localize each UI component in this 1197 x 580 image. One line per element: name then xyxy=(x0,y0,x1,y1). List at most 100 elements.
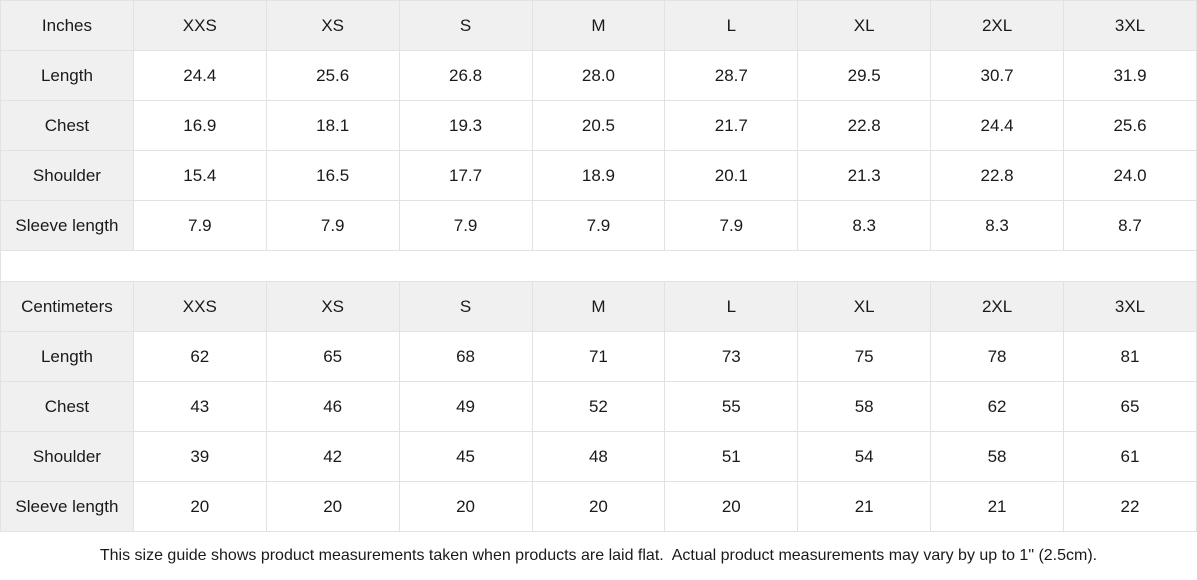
value-cell: 61 xyxy=(1063,431,1197,482)
size-guide-note: This size guide shows product measuremen… xyxy=(99,547,1098,564)
row-label-cell: Length xyxy=(0,50,134,101)
value-cell: 21 xyxy=(930,481,1064,532)
value-cell: 75 xyxy=(797,331,932,382)
size-header-cell: XS xyxy=(265,0,400,51)
value-cell: 20 xyxy=(664,481,799,532)
value-cell: 25.6 xyxy=(265,50,400,101)
value-cell: 25.6 xyxy=(1063,100,1197,151)
value-cell: 68 xyxy=(398,331,533,382)
value-cell: 52 xyxy=(531,381,666,432)
value-cell: 7.9 xyxy=(664,200,799,251)
value-cell: 20.1 xyxy=(664,150,799,201)
value-cell: 58 xyxy=(930,431,1064,482)
size-header-cell: M xyxy=(531,0,666,51)
value-cell: 46 xyxy=(265,381,400,432)
value-cell: 55 xyxy=(664,381,799,432)
value-cell: 71 xyxy=(531,331,666,382)
value-cell: 8.7 xyxy=(1063,200,1197,251)
value-cell: 8.3 xyxy=(930,200,1064,251)
value-cell: 21.3 xyxy=(797,150,932,201)
centimeters-table: Centimeters XXS XS S M L XL 2XL 3XL Length 62 65 68 7… xyxy=(0,281,1197,532)
value-cell: 15.4 xyxy=(132,150,267,201)
value-cell: 73 xyxy=(664,331,799,382)
value-cell: 18.9 xyxy=(531,150,666,201)
value-cell: 8.3 xyxy=(797,200,932,251)
size-header-cell: L xyxy=(664,0,799,51)
value-cell: 7.9 xyxy=(265,200,400,251)
row-label-cell: Sleeve length xyxy=(0,200,134,251)
value-cell: 31.9 xyxy=(1063,50,1197,101)
size-header-cell: 3XL xyxy=(1063,0,1197,51)
row-label-cell: Shoulder xyxy=(0,431,134,482)
size-header-cell: 2XL xyxy=(930,0,1064,51)
value-cell: 81 xyxy=(1063,331,1197,382)
value-cell: 28.7 xyxy=(664,50,799,101)
size-header-cell: S xyxy=(398,281,533,332)
value-cell: 78 xyxy=(930,331,1064,382)
value-cell: 20 xyxy=(265,481,400,532)
value-cell: 65 xyxy=(1063,381,1197,432)
size-header-cell: XS xyxy=(265,281,400,332)
value-cell: 39 xyxy=(132,431,267,482)
measurement-row: Sleeve length 7.9 7.9 7.9 7.9 7.9 8.3 8.3 8.7 xyxy=(0,200,1197,251)
inches-table: Inches XXS XS S M L XL 2XL 3XL Length 24.4 25.6 26.8… xyxy=(0,0,1197,251)
value-cell: 45 xyxy=(398,431,533,482)
value-cell: 42 xyxy=(265,431,400,482)
table-spacer xyxy=(0,251,1197,281)
value-cell: 22.8 xyxy=(930,150,1064,201)
measurement-row: Shoulder 15.4 16.5 17.7 18.9 20.1 21.3 22.8 24.0 xyxy=(0,150,1197,201)
value-cell: 17.7 xyxy=(398,150,533,201)
row-label-cell: Chest xyxy=(0,381,134,432)
measurement-row: Chest 16.9 18.1 19.3 20.5 21.7 22.8 24.4 25.6 xyxy=(0,100,1197,151)
value-cell: 62 xyxy=(930,381,1064,432)
value-cell: 20 xyxy=(531,481,666,532)
row-label-cell: Sleeve length xyxy=(0,481,134,532)
value-cell: 22.8 xyxy=(797,100,932,151)
unit-header-cell: Inches xyxy=(0,0,134,51)
size-header-cell: S xyxy=(398,0,533,51)
value-cell: 20.5 xyxy=(531,100,666,151)
unit-header-cell: Centimeters xyxy=(0,281,134,332)
measurement-row: Chest 43 46 49 52 55 58 62 65 xyxy=(0,381,1197,432)
value-cell: 54 xyxy=(797,431,932,482)
measurement-row: Shoulder 39 42 45 48 51 54 58 61 xyxy=(0,431,1197,482)
measurement-row: Sleeve length 20 20 20 20 20 21 21 22 xyxy=(0,481,1197,532)
value-cell: 43 xyxy=(132,381,267,432)
value-cell: 20 xyxy=(398,481,533,532)
size-header-cell: XL xyxy=(797,281,932,332)
value-cell: 18.1 xyxy=(265,100,400,151)
value-cell: 16.5 xyxy=(265,150,400,201)
value-cell: 51 xyxy=(664,431,799,482)
value-cell: 7.9 xyxy=(132,200,267,251)
size-header-row: Inches XXS XS S M L XL 2XL 3XL xyxy=(0,0,1197,51)
value-cell: 58 xyxy=(797,381,932,432)
size-header-cell: M xyxy=(531,281,666,332)
measurement-row: Length 24.4 25.6 26.8 28.0 28.7 29.5 30.7 31.9 xyxy=(0,50,1197,101)
value-cell: 49 xyxy=(398,381,533,432)
value-cell: 65 xyxy=(265,331,400,382)
measurement-row: Length 62 65 68 71 73 75 78 81 xyxy=(0,331,1197,382)
size-header-cell: XL xyxy=(797,0,932,51)
value-cell: 24.4 xyxy=(930,100,1064,151)
size-header-cell: 2XL xyxy=(930,281,1064,332)
row-label-cell: Shoulder xyxy=(0,150,134,201)
value-cell: 62 xyxy=(132,331,267,382)
value-cell: 30.7 xyxy=(930,50,1064,101)
value-cell: 26.8 xyxy=(398,50,533,101)
value-cell: 20 xyxy=(132,481,267,532)
size-header-cell: XXS xyxy=(132,0,267,51)
value-cell: 29.5 xyxy=(797,50,932,101)
value-cell: 48 xyxy=(531,431,666,482)
size-header-cell: XXS xyxy=(132,281,267,332)
value-cell: 24.0 xyxy=(1063,150,1197,201)
size-guide-footer: This size guide shows product measuremen… xyxy=(0,532,1197,580)
value-cell: 21.7 xyxy=(664,100,799,151)
value-cell: 19.3 xyxy=(398,100,533,151)
row-label-cell: Length xyxy=(0,331,134,382)
size-header-cell: L xyxy=(664,281,799,332)
value-cell: 7.9 xyxy=(531,200,666,251)
value-cell: 21 xyxy=(797,481,932,532)
value-cell: 22 xyxy=(1063,481,1197,532)
value-cell: 7.9 xyxy=(398,200,533,251)
